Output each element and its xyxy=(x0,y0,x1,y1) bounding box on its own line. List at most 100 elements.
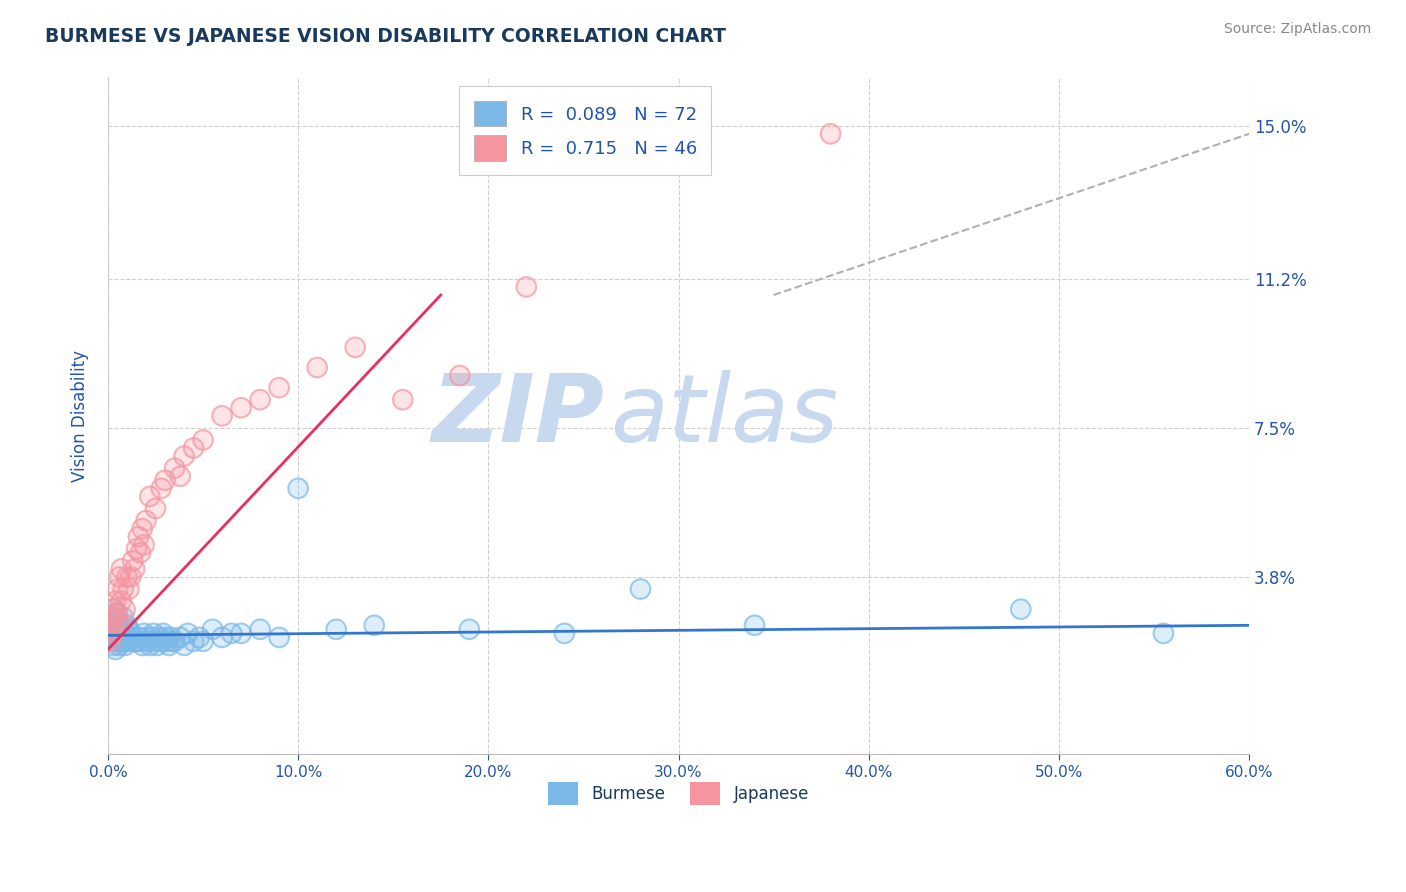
Point xyxy=(108,570,131,584)
Point xyxy=(229,626,252,640)
Point xyxy=(152,626,174,640)
Point xyxy=(150,481,173,495)
Point xyxy=(110,594,132,608)
Point xyxy=(104,642,127,657)
Point xyxy=(107,623,129,637)
Point xyxy=(269,381,291,395)
Point xyxy=(135,514,157,528)
Point xyxy=(125,634,148,648)
Point xyxy=(124,562,146,576)
Point xyxy=(110,618,132,632)
Point xyxy=(107,582,129,596)
Point xyxy=(104,614,127,628)
Point xyxy=(118,582,141,596)
Point xyxy=(120,570,142,584)
Y-axis label: Vision Disability: Vision Disability xyxy=(72,350,89,482)
Legend: Burmese, Japanese: Burmese, Japanese xyxy=(540,773,817,814)
Point xyxy=(1152,626,1174,640)
Point xyxy=(103,614,125,628)
Point xyxy=(325,623,347,637)
Point xyxy=(173,639,195,653)
Point xyxy=(191,634,214,648)
Point xyxy=(114,602,136,616)
Point xyxy=(107,623,129,637)
Point xyxy=(103,626,125,640)
Point xyxy=(112,582,135,596)
Point xyxy=(820,127,842,141)
Point xyxy=(177,626,200,640)
Point xyxy=(344,340,367,354)
Point xyxy=(124,634,146,648)
Point xyxy=(211,631,233,645)
Point xyxy=(110,562,132,576)
Point xyxy=(127,631,149,645)
Point xyxy=(152,626,174,640)
Point xyxy=(153,473,176,487)
Point xyxy=(112,634,135,648)
Point xyxy=(173,449,195,463)
Point xyxy=(211,631,233,645)
Point xyxy=(136,634,159,648)
Point xyxy=(108,618,131,632)
Point xyxy=(1010,602,1032,616)
Point xyxy=(744,618,766,632)
Point xyxy=(115,631,138,645)
Point xyxy=(153,631,176,645)
Point xyxy=(269,381,291,395)
Point xyxy=(104,606,127,620)
Point xyxy=(141,631,163,645)
Point xyxy=(112,634,135,648)
Point xyxy=(115,631,138,645)
Point xyxy=(139,639,162,653)
Point xyxy=(363,618,385,632)
Point xyxy=(183,441,205,455)
Point xyxy=(131,522,153,536)
Point xyxy=(325,623,347,637)
Point xyxy=(229,401,252,415)
Point xyxy=(120,626,142,640)
Text: Source: ZipAtlas.com: Source: ZipAtlas.com xyxy=(1223,22,1371,37)
Point xyxy=(630,582,652,596)
Point xyxy=(121,554,143,568)
Point xyxy=(124,562,146,576)
Point xyxy=(156,634,179,648)
Point xyxy=(191,433,214,447)
Point xyxy=(131,522,153,536)
Point xyxy=(103,639,125,653)
Point xyxy=(104,606,127,620)
Point xyxy=(125,634,148,648)
Point xyxy=(101,610,124,624)
Point xyxy=(134,626,156,640)
Point xyxy=(183,441,205,455)
Point xyxy=(156,634,179,648)
Point xyxy=(104,594,127,608)
Point xyxy=(98,618,121,632)
Point xyxy=(142,626,165,640)
Point xyxy=(191,433,214,447)
Point xyxy=(820,127,842,141)
Point xyxy=(163,634,186,648)
Point xyxy=(110,594,132,608)
Point xyxy=(630,582,652,596)
Point xyxy=(108,639,131,653)
Point xyxy=(391,392,413,407)
Point xyxy=(169,469,191,483)
Point xyxy=(183,634,205,648)
Point xyxy=(129,634,152,648)
Point xyxy=(98,618,121,632)
Point xyxy=(169,631,191,645)
Point xyxy=(162,634,184,648)
Point xyxy=(148,631,170,645)
Point xyxy=(120,570,142,584)
Point xyxy=(249,623,271,637)
Point xyxy=(145,634,167,648)
Point xyxy=(120,626,142,640)
Point xyxy=(188,631,211,645)
Point xyxy=(1152,626,1174,640)
Point xyxy=(104,631,127,645)
Point xyxy=(103,626,125,640)
Point xyxy=(221,626,243,640)
Point xyxy=(103,626,125,640)
Point xyxy=(449,368,471,383)
Point xyxy=(101,623,124,637)
